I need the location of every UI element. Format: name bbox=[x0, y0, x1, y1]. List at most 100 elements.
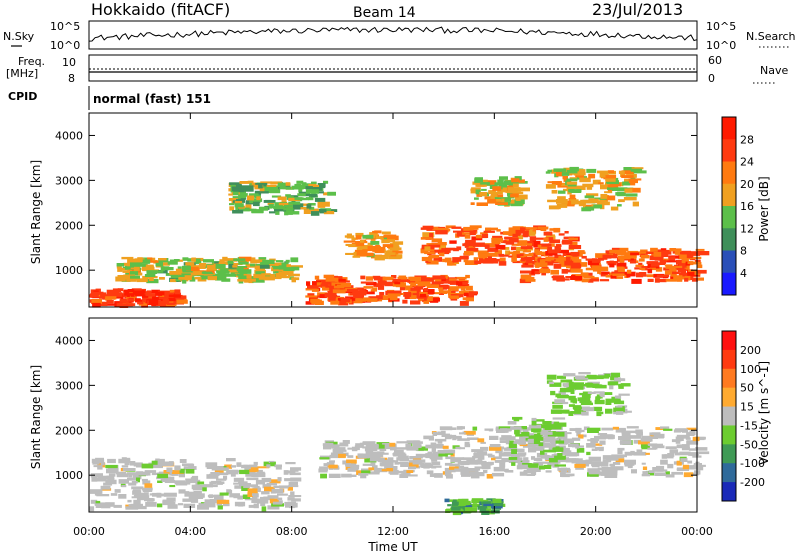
heatmap-cell bbox=[531, 456, 536, 460]
heatmap-cell bbox=[277, 182, 286, 187]
heatmap-cell bbox=[134, 258, 145, 262]
heatmap-cell bbox=[376, 295, 383, 300]
heatmap-cell bbox=[442, 258, 448, 263]
heatmap-cell bbox=[362, 441, 376, 445]
heatmap-cell bbox=[290, 491, 295, 496]
heatmap-cell bbox=[141, 263, 148, 268]
heatmap-cell bbox=[570, 251, 580, 256]
date-title: 23/Jul/2013 bbox=[592, 0, 683, 19]
heatmap-cell bbox=[118, 494, 127, 499]
heatmap-cell bbox=[641, 445, 650, 450]
heatmap-cell bbox=[194, 493, 205, 498]
heatmap-cell bbox=[421, 244, 430, 248]
heatmap-cell bbox=[680, 256, 692, 260]
heatmap-cell bbox=[508, 237, 519, 243]
heatmap-cell bbox=[568, 452, 580, 457]
heatmap-cell bbox=[191, 257, 196, 262]
heatmap-cell bbox=[501, 435, 512, 440]
heatmap-cell bbox=[181, 271, 194, 275]
heatmap-cell bbox=[569, 241, 578, 247]
heatmap-cell bbox=[577, 382, 582, 387]
heatmap-cell bbox=[660, 248, 667, 251]
heatmap-cell bbox=[141, 487, 153, 491]
heatmap-cell bbox=[693, 277, 704, 281]
heatmap-cell bbox=[428, 244, 441, 248]
heatmap-cell bbox=[641, 435, 652, 441]
heatmap-cell bbox=[226, 490, 233, 494]
heatmap-cell bbox=[377, 280, 386, 286]
heatmap-cell bbox=[217, 505, 223, 510]
heatmap-cell bbox=[655, 267, 663, 272]
heatmap-cell bbox=[498, 452, 511, 457]
heatmap-cell bbox=[488, 461, 494, 465]
heatmap-cell bbox=[160, 461, 172, 466]
heatmap-cell bbox=[440, 278, 454, 284]
heatmap-cell bbox=[238, 502, 244, 507]
heatmap-cell bbox=[385, 290, 394, 296]
heatmap-cell bbox=[377, 467, 383, 472]
heatmap-cell bbox=[466, 293, 474, 298]
heatmap-cell bbox=[460, 426, 465, 430]
heatmap-cell bbox=[225, 258, 238, 262]
heatmap-cell bbox=[640, 254, 650, 259]
heatmap-cell bbox=[605, 468, 619, 471]
heatmap-cell bbox=[278, 265, 290, 270]
heatmap-cell bbox=[517, 464, 528, 470]
heatmap-cell bbox=[518, 179, 525, 183]
heatmap-cell bbox=[233, 482, 242, 485]
heatmap-cell bbox=[531, 417, 537, 422]
heatmap-cell bbox=[621, 170, 635, 175]
heatmap-cell bbox=[523, 457, 529, 462]
heatmap-cell bbox=[562, 176, 568, 180]
heatmap-cell bbox=[107, 458, 116, 464]
heatmap-cell bbox=[616, 262, 627, 267]
x-tick-label: 20:00 bbox=[580, 525, 612, 538]
heatmap-cell bbox=[585, 206, 595, 211]
heatmap-cell bbox=[431, 461, 441, 466]
heatmap-cell bbox=[554, 431, 565, 437]
heatmap-cell bbox=[91, 299, 102, 304]
heatmap-cell bbox=[588, 456, 601, 462]
colorbar-swatch bbox=[722, 425, 736, 445]
heatmap-cell bbox=[671, 471, 683, 475]
heatmap-cell bbox=[364, 446, 378, 452]
heatmap-cell bbox=[259, 264, 270, 269]
noise-left-tick-bottom: 10^0 bbox=[50, 39, 80, 52]
heatmap-cell bbox=[218, 261, 229, 265]
heatmap-cell bbox=[624, 188, 633, 193]
heatmap-cell bbox=[91, 291, 104, 295]
heatmap-cell bbox=[275, 273, 287, 278]
heatmap-cell bbox=[288, 266, 300, 271]
heatmap-cell bbox=[554, 399, 566, 404]
heatmap-cell bbox=[565, 276, 575, 279]
x-tick-label: 00:00 bbox=[73, 525, 105, 538]
heatmap-cell bbox=[546, 455, 559, 459]
heatmap-cell bbox=[677, 268, 687, 273]
heatmap-cell bbox=[381, 231, 391, 235]
heatmap-cell bbox=[106, 468, 117, 474]
heatmap-cell bbox=[605, 408, 613, 414]
heatmap-cell bbox=[629, 259, 637, 264]
heatmap-cell bbox=[396, 441, 409, 444]
heatmap-cell bbox=[161, 479, 174, 482]
heatmap-cell bbox=[232, 265, 238, 268]
heatmap-cell bbox=[94, 492, 102, 496]
heatmap-cell bbox=[570, 276, 582, 280]
heatmap-cell bbox=[508, 231, 521, 236]
heatmap-cell bbox=[258, 183, 263, 189]
heatmap-cell bbox=[223, 475, 228, 480]
heatmap-cell bbox=[233, 477, 245, 482]
heatmap-cell bbox=[444, 499, 457, 502]
heatmap-cell bbox=[587, 428, 599, 433]
heatmap-cell bbox=[186, 266, 199, 272]
heatmap-cell bbox=[558, 249, 569, 254]
heatmap-cell bbox=[472, 468, 479, 474]
heatmap-cell bbox=[401, 473, 407, 478]
heatmap-cell bbox=[570, 390, 575, 394]
heatmap-cell bbox=[119, 303, 129, 308]
heatmap-cell bbox=[513, 419, 520, 422]
heatmap-cell bbox=[600, 205, 605, 210]
heatmap-cell bbox=[625, 430, 637, 434]
heatmap-cell bbox=[557, 394, 569, 399]
